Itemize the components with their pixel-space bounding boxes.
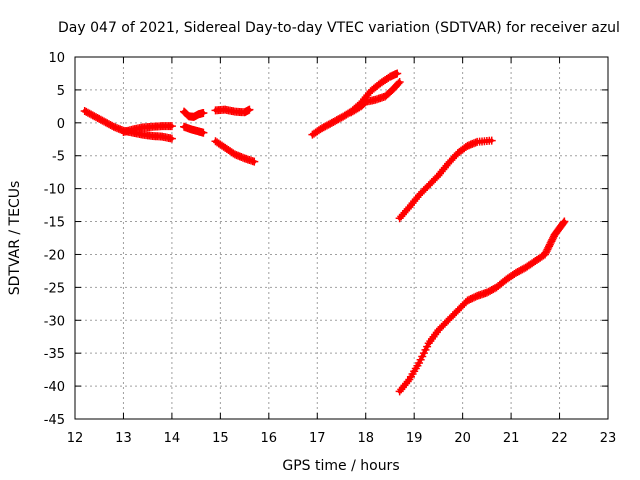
series-arc-2 [119,122,176,137]
series-arc-9 [395,136,496,223]
data-point [245,105,254,114]
data-point [199,128,208,137]
plot-frame [74,56,609,420]
series-arc-5 [211,105,254,117]
y-axis-title: SDTVAR / TECUs [7,181,23,296]
chart-title: Day 047 of 2021, Sidereal Day-to-day VTE… [58,20,620,36]
x-tick-label: 13 [115,431,132,446]
data-point [167,122,176,131]
series-line [397,138,494,221]
series-arc-7 [308,69,402,139]
y-tick-label: 10 [48,51,65,66]
y-tick-label: -15 [44,216,65,231]
data-point [394,79,403,88]
x-axis-title: GPS time / hours [282,458,399,474]
x-tick-label: 16 [261,431,278,446]
x-tick-label: 22 [551,431,568,446]
x-tick-label: 17 [309,431,326,446]
series-line [397,219,567,394]
x-tick-label: 20 [454,431,471,446]
data-point [393,69,402,78]
data-point [395,78,404,87]
data-point [560,217,569,226]
x-tick-label: 19 [406,431,423,446]
y-tick-label: -45 [44,413,65,428]
x-tick-label: 18 [357,431,374,446]
data-point [167,134,176,143]
y-tick-label: -30 [44,314,65,329]
y-tick-label: -5 [52,150,65,165]
series-arc-8 [347,78,404,117]
data-series [80,69,569,396]
data-point [199,108,208,117]
series-arc-6 [211,137,259,166]
x-tick-label: 21 [503,431,520,446]
data-point [559,218,568,227]
series-arc-4 [180,122,208,137]
grid [75,57,608,419]
data-point [250,157,259,166]
x-tick-label: 23 [600,431,617,446]
series-arc-3 [180,107,208,121]
y-tick-label: -25 [44,281,65,296]
y-tick-label: -10 [44,183,65,198]
data-point [487,136,496,145]
series-arc-10 [395,217,569,396]
y-tick-label: -35 [44,347,65,362]
y-tick-label: -20 [44,248,65,263]
y-tick-label: 5 [57,84,65,99]
axis-ticks: 12 13 14 15 16 17 18 19 20 21 22 23 10 5 0 -5 -10 -15 -20 -… [44,51,617,446]
y-tick-label: 0 [57,117,65,132]
x-tick-label: 14 [164,431,181,446]
x-tick-label: 12 [67,431,84,446]
y-tick-label: -40 [44,380,65,395]
x-tick-label: 15 [212,431,229,446]
